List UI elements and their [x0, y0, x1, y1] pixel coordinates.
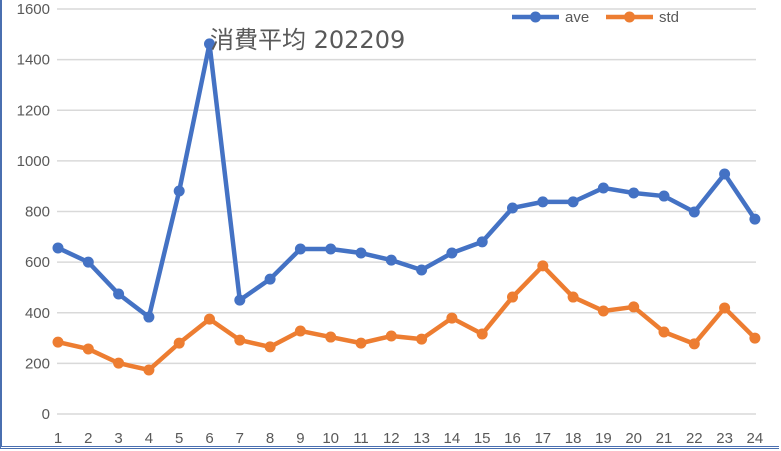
legend-marker-std [624, 11, 635, 23]
data-point-std[interactable] [82, 343, 94, 355]
x-tick-label: 21 [656, 430, 673, 447]
x-tick-label: 24 [747, 430, 764, 447]
x-tick-label: 19 [595, 430, 612, 447]
data-point-std[interactable] [143, 364, 155, 376]
data-point-std[interactable] [749, 332, 761, 344]
data-point-std[interactable] [294, 325, 306, 337]
data-point-std[interactable] [416, 333, 428, 345]
y-tick-label: 200 [25, 355, 50, 372]
x-tick-label: 22 [686, 430, 703, 447]
data-point-std[interactable] [173, 337, 185, 349]
data-point-ave[interactable] [234, 294, 246, 306]
data-point-std[interactable] [264, 341, 276, 353]
data-point-std[interactable] [385, 330, 397, 342]
y-tick-label: 600 [25, 254, 50, 271]
data-point-ave[interactable] [173, 185, 185, 197]
data-point-ave[interactable] [628, 187, 640, 199]
data-point-std[interactable] [567, 291, 579, 303]
y-tick-label: 1600 [17, 1, 50, 18]
y-tick-label: 1200 [17, 102, 50, 119]
y-tick-label: 400 [25, 305, 50, 322]
data-point-ave[interactable] [355, 247, 367, 259]
series-line-ave [57, 41, 757, 320]
x-tick-label: 1 [54, 430, 62, 447]
data-point-std[interactable] [446, 312, 458, 324]
data-point-std[interactable] [537, 260, 549, 272]
legend-marker-ave [530, 11, 541, 23]
data-point-ave[interactable] [537, 196, 549, 208]
data-point-std[interactable] [325, 331, 337, 343]
data-point-ave[interactable] [416, 264, 428, 276]
data-point-ave[interactable] [264, 273, 276, 285]
data-point-std[interactable] [52, 336, 64, 348]
chart-title: 消費平均 202209 [210, 26, 405, 54]
x-tick-label: 9 [296, 430, 304, 447]
x-tick-label: 12 [383, 430, 400, 447]
data-point-std[interactable] [204, 313, 215, 325]
data-point-std[interactable] [658, 326, 670, 338]
data-point-std[interactable] [355, 337, 367, 349]
x-tick-label: 17 [534, 430, 551, 447]
y-tick-label: 800 [25, 204, 50, 221]
data-point-ave[interactable] [446, 247, 458, 259]
x-tick-label: 7 [236, 430, 244, 447]
x-tick-label: 20 [625, 430, 642, 447]
x-tick-label: 18 [565, 430, 582, 447]
y-tick-label: 1400 [17, 52, 50, 69]
y-tick-label: 0 [42, 406, 50, 423]
y-tick-label: 1000 [17, 153, 50, 170]
x-tick-label: 13 [413, 430, 430, 447]
data-point-std[interactable] [688, 338, 700, 350]
x-tick-label: 8 [266, 430, 274, 447]
data-point-std[interactable] [628, 301, 640, 313]
data-point-ave[interactable] [719, 168, 731, 180]
data-point-ave[interactable] [385, 254, 397, 266]
data-point-ave[interactable] [749, 213, 761, 225]
data-point-ave[interactable] [507, 202, 518, 214]
data-point-ave[interactable] [325, 243, 337, 255]
x-tick-label: 16 [504, 430, 521, 447]
x-tick-label: 14 [444, 430, 461, 447]
data-point-ave[interactable] [597, 182, 609, 194]
x-tick-label: 2 [84, 430, 92, 447]
data-point-std[interactable] [234, 334, 246, 346]
data-point-ave[interactable] [567, 196, 579, 208]
data-point-std[interactable] [113, 357, 125, 369]
x-tick-label: 11 [353, 430, 369, 447]
data-point-ave[interactable] [204, 38, 215, 50]
series-line-std [57, 263, 757, 373]
data-point-ave[interactable] [82, 256, 94, 268]
data-point-ave[interactable] [688, 206, 700, 218]
x-tick-label: 23 [716, 430, 733, 447]
legend-label-ave: ave [565, 9, 589, 26]
data-point-ave[interactable] [294, 243, 306, 255]
x-tick-label: 5 [175, 430, 183, 447]
data-point-ave[interactable] [658, 190, 670, 202]
data-point-ave[interactable] [52, 242, 64, 254]
data-point-std[interactable] [719, 302, 731, 314]
data-point-std[interactable] [597, 305, 609, 317]
data-point-ave[interactable] [143, 311, 155, 323]
data-point-std[interactable] [476, 328, 488, 340]
x-tick-label: 4 [145, 430, 153, 447]
legend-label-std: std [659, 9, 679, 26]
data-point-std[interactable] [507, 291, 518, 303]
x-tick-label: 15 [474, 430, 491, 447]
x-tick-label: 3 [114, 430, 122, 447]
data-point-ave[interactable] [476, 236, 488, 248]
data-point-ave[interactable] [113, 288, 125, 300]
x-tick-label: 6 [205, 430, 213, 447]
x-tick-label: 10 [322, 430, 339, 447]
